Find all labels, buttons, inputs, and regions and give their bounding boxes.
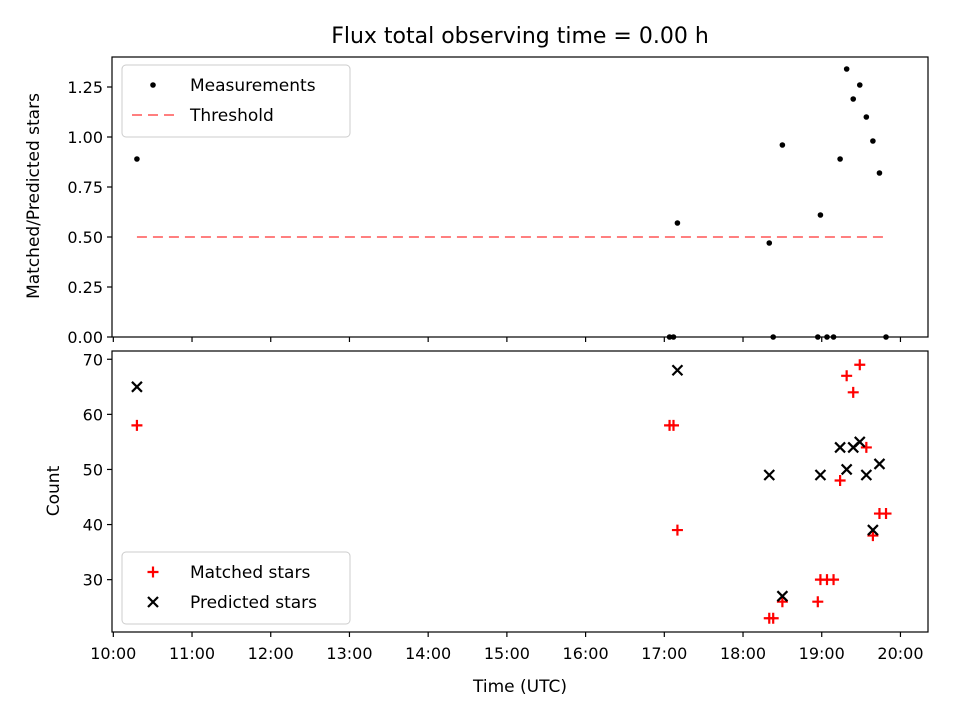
predicted-star-point [834,441,846,454]
bottom-legend: Matched stars Predicted stars [121,551,351,625]
legend-matched-swatch [147,566,159,578]
predicted-star-point [131,381,143,393]
legend-frame [121,64,351,138]
measurement-point [843,66,850,72]
measurement-point [837,156,843,162]
top-y-tick-label: 0.00 [67,328,103,347]
predicted-star-point [867,524,879,536]
x-tick-label: 11:00 [169,644,215,663]
predicted-star-point [854,436,866,448]
top-axes-frame [111,56,929,338]
bottom-y-tick-label: 70 [83,350,103,369]
x-tick-label: 14:00 [405,644,451,663]
top-y-tick-label: 1.25 [67,78,103,97]
legend-label: Threshold [189,106,274,126]
x-tick-label: 20:00 [877,644,923,663]
x-tick-label: 16:00 [563,644,609,663]
top-y-tick-label: 0.75 [67,178,103,197]
matched-star-point [841,370,853,382]
top-panel: 0.00 0.25 0.50 0.75 1.00 1.25 Measurements Thre… [67,56,929,347]
matched-star-point [834,474,846,486]
matched-star-point [131,419,143,431]
top-legend: Measurements Threshold [121,64,351,138]
predicted-star-point [873,458,886,470]
bottom-y-axis-label: Count [44,465,64,516]
bottom-marks [131,359,892,624]
matched-star-point [854,359,866,371]
measurement-point [856,82,863,88]
x-tick-label: 12:00 [248,644,294,663]
legend-measurement-swatch [150,82,156,88]
measurement-point [870,138,876,144]
measurement-point [850,96,857,102]
legend-frame [121,551,351,625]
matched-star-point [767,612,779,624]
x-tick-label: 13:00 [326,644,372,663]
bottom-panel: 30 40 50 60 70 10:00 11:00 12:00 13:00 14:00 15:00… [83,350,929,663]
measurement-point [779,142,786,148]
predicted-star-point [763,469,776,481]
predicted-star-point [840,463,853,476]
measurement-point [876,170,883,176]
top-y-tick-label: 0.25 [67,278,103,297]
measurement-point [134,156,140,162]
bottom-y-tick-label: 50 [83,460,103,479]
matched-star-point [776,596,788,608]
bottom-axes-frame [111,350,929,633]
x-tick-label: 10:00 [90,644,136,663]
x-tick-label: 18:00 [720,644,766,663]
predicted-star-point [671,364,684,377]
matched-star-point [847,386,859,398]
x-tick-label: 15:00 [484,644,530,663]
matched-star-point [867,530,879,542]
bottom-y-tick-label: 60 [83,405,103,424]
legend-label: Matched stars [190,563,310,583]
predicted-star-point [776,590,789,602]
matched-star-point [828,574,840,586]
measurement-point [863,114,870,120]
legend-label: Predicted stars [190,593,317,613]
matched-star-point [860,441,872,453]
legend-predicted-swatch [147,596,159,608]
top-y-tick-label: 0.50 [67,228,103,247]
matched-star-point [671,524,683,536]
measurement-point [674,220,681,226]
bottom-y-tick-label: 30 [83,571,103,590]
top-y-tick-label: 1.00 [67,128,103,147]
matched-star-point [812,596,824,608]
chart-title: Flux total observing time = 0.00 h [331,24,709,49]
predicted-star-point [860,469,873,481]
matched-star-point [880,508,892,520]
predicted-star-point [814,469,827,481]
x-tick-label: 17:00 [641,644,687,663]
measurement-point [766,240,773,246]
bottom-y-tick-label: 40 [83,516,103,535]
x-tick-label: 19:00 [799,644,845,663]
matched-star-point [667,419,679,431]
x-axis-label: Time (UTC) [472,677,567,697]
measurement-point [817,212,824,218]
top-marks [134,66,889,340]
legend-label: Measurements [190,76,316,96]
top-y-axis-label: Matched/Predicted stars [24,93,44,299]
